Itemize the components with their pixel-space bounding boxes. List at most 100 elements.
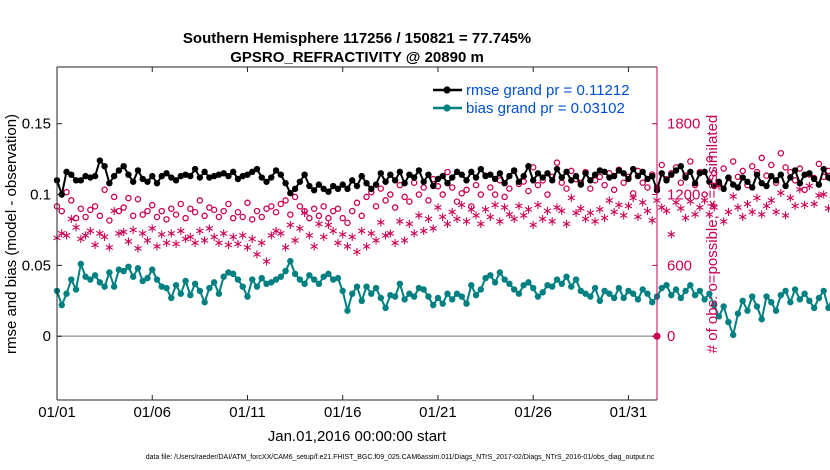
rmse-point bbox=[296, 178, 304, 185]
bias-point bbox=[482, 274, 489, 282]
bias-point bbox=[529, 284, 537, 292]
bias-point bbox=[296, 276, 304, 283]
bias-point bbox=[806, 297, 813, 305]
rmse-point bbox=[101, 162, 108, 170]
rmse-point bbox=[710, 182, 718, 190]
possible-obs-point bbox=[229, 214, 237, 222]
possible-obs-point bbox=[225, 200, 232, 208]
rmse-point bbox=[577, 181, 585, 188]
assimilated-obs-point: ∗ bbox=[580, 212, 591, 227]
bias-point bbox=[196, 287, 204, 295]
rmse-point bbox=[372, 181, 380, 188]
rmse-point bbox=[258, 174, 265, 181]
bias-point bbox=[663, 282, 670, 289]
bias-point bbox=[382, 304, 389, 312]
x-tick-label: 01/26 bbox=[514, 404, 552, 421]
bias-point bbox=[129, 273, 137, 280]
bias-point bbox=[510, 286, 518, 293]
rmse-point bbox=[253, 165, 261, 173]
bias-point bbox=[444, 290, 451, 297]
assimilated-obs-point: ∗ bbox=[347, 230, 358, 245]
bias-point bbox=[315, 280, 323, 288]
assimilated-obs-point: ∗ bbox=[66, 212, 77, 227]
possible-obs-point bbox=[215, 213, 223, 221]
rmse-point bbox=[358, 172, 365, 180]
possible-obs-point bbox=[244, 199, 251, 207]
assimilated-obs-point: ∗ bbox=[185, 230, 196, 245]
bias-point bbox=[325, 270, 332, 278]
bias-point bbox=[815, 294, 823, 302]
rmse-point bbox=[768, 172, 775, 180]
assimilated-obs-point: ∗ bbox=[256, 236, 267, 251]
rmse-point bbox=[587, 177, 594, 184]
possible-obs-point bbox=[287, 211, 294, 218]
possible-obs-point bbox=[534, 181, 542, 189]
bias-point bbox=[420, 286, 427, 293]
possible-obs-point bbox=[363, 193, 370, 201]
bias-point bbox=[777, 291, 785, 299]
assimilated-obs-point: ∗ bbox=[709, 200, 720, 215]
rmse-point bbox=[568, 177, 575, 184]
assimilated-obs-point: ∗ bbox=[294, 222, 305, 237]
rmse-point bbox=[282, 179, 289, 187]
rmse-point bbox=[301, 171, 308, 178]
assimilated-obs-point: ∗ bbox=[471, 209, 482, 224]
bias-point bbox=[234, 276, 242, 283]
assimilated-obs-point: ∗ bbox=[823, 202, 830, 217]
bias-point bbox=[701, 296, 708, 303]
assimilated-obs-point: ∗ bbox=[232, 237, 243, 252]
bias-point bbox=[110, 283, 118, 290]
rmse-point bbox=[449, 174, 456, 181]
bias-point bbox=[187, 291, 194, 299]
rmse-point bbox=[472, 174, 480, 181]
x-axis-label: Jan.01,2016 00:00:00 start bbox=[268, 428, 447, 445]
assimilated-obs-point: ∗ bbox=[152, 239, 163, 254]
bias-point bbox=[134, 265, 142, 272]
possible-obs-point bbox=[391, 204, 399, 211]
possible-obs-point bbox=[544, 191, 551, 198]
rmse-point bbox=[582, 170, 589, 177]
rmse-point bbox=[734, 184, 742, 191]
bias-point bbox=[758, 316, 765, 323]
possible-obs-point bbox=[491, 191, 499, 198]
assimilated-obs-point: ∗ bbox=[94, 226, 105, 241]
assimilated-obs-point: ∗ bbox=[375, 216, 386, 231]
x-tick-label: 01/21 bbox=[419, 404, 457, 421]
assimilated-obs-point: ∗ bbox=[509, 212, 520, 227]
assimilated-obs-point: ∗ bbox=[671, 196, 682, 211]
assimilated-obs-point: ∗ bbox=[175, 224, 186, 239]
assimilated-obs-point: ∗ bbox=[280, 240, 291, 255]
assimilated-obs-point: ∗ bbox=[828, 192, 830, 207]
bias-point bbox=[87, 276, 94, 283]
bias-point bbox=[406, 290, 413, 297]
bias-point bbox=[563, 273, 570, 280]
assimilated-obs-point: ∗ bbox=[252, 248, 263, 263]
rmse-point bbox=[434, 175, 442, 183]
rmse-point bbox=[553, 165, 561, 173]
assimilated-obs-point: ∗ bbox=[704, 207, 715, 222]
assimilated-obs-point: ∗ bbox=[613, 198, 624, 213]
bias-point bbox=[353, 283, 361, 290]
bias-point bbox=[549, 283, 556, 290]
assimilated-obs-point: ∗ bbox=[575, 202, 586, 217]
assimilated-obs-point: ∗ bbox=[780, 209, 791, 224]
rmse-point bbox=[525, 162, 532, 170]
rmse-point bbox=[387, 171, 394, 178]
rmse-point bbox=[339, 181, 346, 188]
bias-point bbox=[625, 287, 632, 295]
bias-point bbox=[772, 307, 780, 314]
bias-point bbox=[58, 301, 65, 309]
possible-obs-point bbox=[148, 201, 156, 209]
possible-obs-point bbox=[334, 205, 342, 212]
assimilated-obs-point: ∗ bbox=[80, 229, 91, 244]
bias-point bbox=[715, 313, 723, 320]
assimilated-obs-point: ∗ bbox=[647, 213, 658, 228]
possible-obs-point bbox=[439, 191, 446, 198]
possible-obs-point bbox=[234, 208, 242, 216]
assimilated-obs-point: ∗ bbox=[423, 212, 434, 227]
bias-point bbox=[639, 286, 646, 293]
assimilated-obs-point: ∗ bbox=[304, 229, 315, 244]
assimilated-obs-point: ∗ bbox=[599, 211, 610, 226]
rmse-point bbox=[401, 179, 408, 187]
assimilated-obs-point: ∗ bbox=[113, 226, 124, 241]
